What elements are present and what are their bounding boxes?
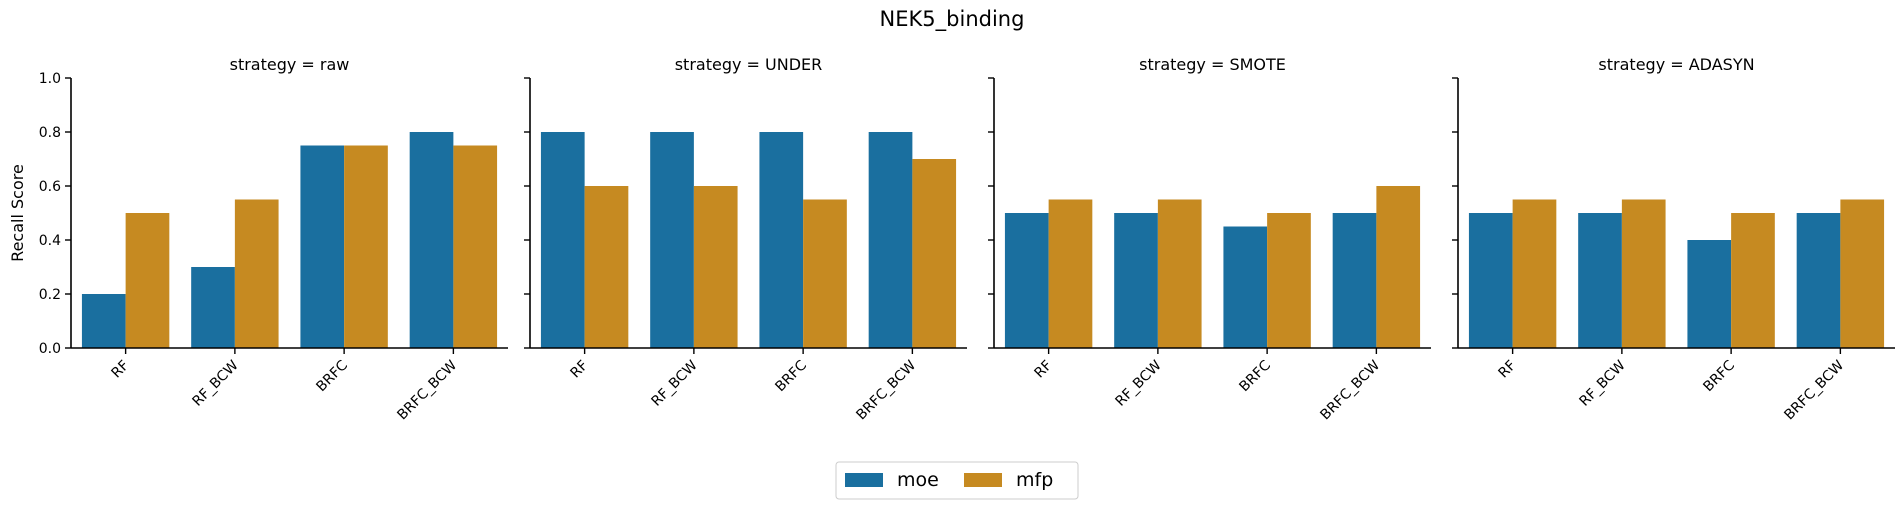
bar-mfp-rf_bcw <box>693 186 738 348</box>
panel-title: strategy = ADASYN <box>1598 55 1754 74</box>
bar-mfp-brfc <box>1267 213 1311 348</box>
bar-mfp-rf <box>1512 199 1557 348</box>
legend-swatch-mfp <box>964 473 1002 487</box>
bar-mfp-rf_bcw <box>234 199 279 348</box>
bar-moe-brfc_bcw <box>1332 213 1377 348</box>
bar-moe-rf <box>1468 213 1513 348</box>
chart-title: NEK5_binding <box>880 7 1025 32</box>
y-tick-label: 1.0 <box>39 71 61 87</box>
x-tick-label: BRFC <box>313 357 351 395</box>
bar-moe-rf_bcw <box>191 267 235 348</box>
bar-mfp-rf <box>1048 199 1093 348</box>
bar-moe-rf_bcw <box>650 132 694 348</box>
panel-3: strategy = ADASYN RF RF_BCW BRFC BRFC_BCW <box>1452 55 1895 423</box>
bar-moe-brfc_bcw <box>409 132 454 348</box>
x-tick-label: RF_BCW <box>649 357 701 409</box>
y-tick-label: 0.8 <box>39 125 61 141</box>
legend-swatch-moe <box>845 473 883 487</box>
y-tick-label: 0.6 <box>39 179 61 195</box>
panel-2: strategy = SMOTE RF RF_BCW BRFC BRFC_BCW <box>988 55 1431 423</box>
x-tick-label: BRFC <box>772 357 810 395</box>
bar-mfp-rf <box>584 186 629 348</box>
x-tick-label: RF_BCW <box>1577 357 1629 409</box>
bar-moe-rf_bcw <box>1578 213 1622 348</box>
bar-mfp-brfc <box>344 145 388 348</box>
x-tick-label: BRFC_BCW <box>853 357 919 423</box>
x-tick-label: RF_BCW <box>1113 357 1165 409</box>
legend-label-moe: moe <box>897 469 939 491</box>
x-tick-label: BRFC <box>1700 357 1738 395</box>
bar-moe-brfc <box>300 145 345 348</box>
y-tick-label: 0.2 <box>39 287 61 303</box>
y-tick-label: 0.4 <box>39 233 61 249</box>
panels: strategy = raw 0.0 0.2 0.4 0.6 0.8 1.0 RF RF_BCW… <box>39 55 1895 423</box>
bar-mfp-brfc_bcw <box>1376 186 1421 348</box>
bar-moe-brfc <box>1687 240 1732 348</box>
bar-mfp-rf <box>125 213 170 348</box>
bar-moe-rf <box>1004 213 1049 348</box>
bar-moe-brfc_bcw <box>1796 213 1841 348</box>
x-tick-label: RF <box>109 358 133 382</box>
y-axis-label: Recall Score <box>8 164 27 262</box>
legend-frame <box>835 461 1079 500</box>
x-tick-label: BRFC <box>1236 357 1274 395</box>
bar-mfp-rf_bcw <box>1621 199 1666 348</box>
legend: moe mfp <box>835 461 1079 500</box>
bar-moe-rf <box>540 132 585 348</box>
panel-1: strategy = UNDER RF RF_BCW BRFC BRFC_BCW <box>524 55 967 423</box>
legend-label-mfp: mfp <box>1016 469 1053 491</box>
bar-moe-brfc_bcw <box>868 132 913 348</box>
bar-mfp-brfc_bcw <box>1840 199 1885 348</box>
y-tick-label: 0.0 <box>39 341 61 357</box>
panel-title: strategy = UNDER <box>675 55 823 74</box>
bar-mfp-brfc_bcw <box>453 145 498 348</box>
panel-0: strategy = raw 0.0 0.2 0.4 0.6 0.8 1.0 RF RF_BCW… <box>39 55 508 423</box>
x-tick-label: BRFC_BCW <box>394 357 460 423</box>
bar-moe-brfc <box>759 132 804 348</box>
bar-mfp-brfc <box>1731 213 1775 348</box>
panel-title: strategy = raw <box>230 55 350 74</box>
bar-moe-rf_bcw <box>1114 213 1158 348</box>
x-tick-label: RF <box>1496 358 1520 382</box>
bar-mfp-brfc <box>803 199 847 348</box>
panel-title: strategy = SMOTE <box>1139 55 1286 74</box>
bar-mfp-brfc_bcw <box>912 159 957 348</box>
x-tick-label: BRFC_BCW <box>1781 357 1847 423</box>
x-tick-label: RF <box>568 358 592 382</box>
bar-mfp-rf_bcw <box>1157 199 1202 348</box>
bar-moe-brfc <box>1223 226 1268 348</box>
bar-moe-rf <box>81 294 126 348</box>
x-tick-label: RF <box>1032 358 1056 382</box>
x-tick-label: RF_BCW <box>190 357 242 409</box>
x-tick-label: BRFC_BCW <box>1317 357 1383 423</box>
